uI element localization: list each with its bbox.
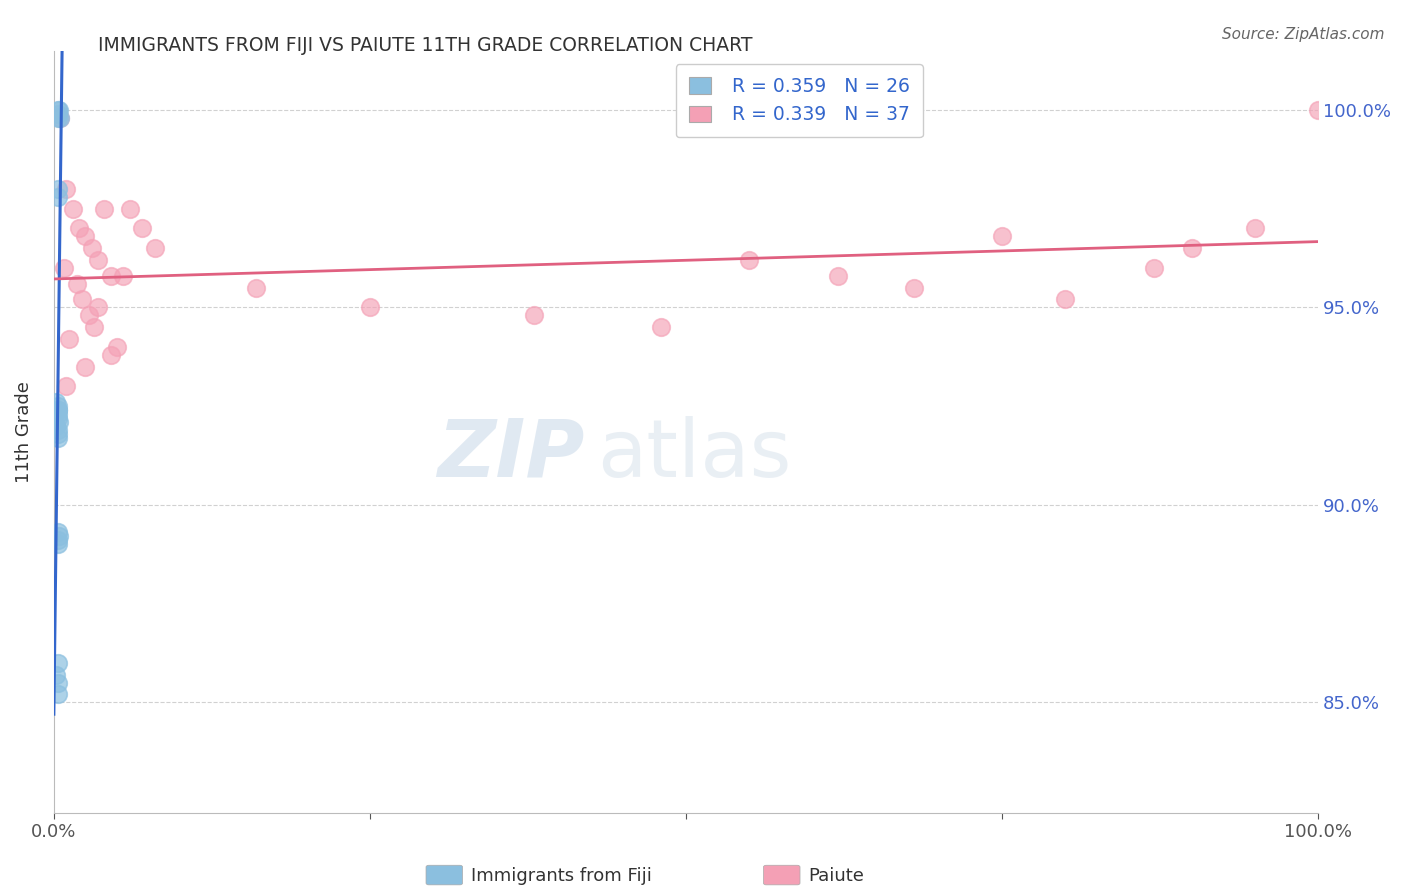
Point — [131, 221, 153, 235]
Point — [75, 359, 97, 374]
Text: Source: ZipAtlas.com: Source: ZipAtlas.com — [1222, 27, 1385, 42]
Point — [46, 107, 69, 121]
Legend:  R = 0.359   N = 26,  R = 0.339   N = 37: R = 0.359 N = 26, R = 0.339 N = 37 — [675, 64, 924, 137]
Point — [1308, 103, 1330, 117]
Point — [100, 268, 122, 283]
Point — [55, 182, 77, 196]
Point — [991, 229, 1014, 244]
Point — [46, 403, 69, 417]
Point — [65, 277, 87, 291]
Point — [52, 260, 75, 275]
Point — [45, 418, 67, 433]
Point — [55, 379, 77, 393]
Point — [46, 537, 69, 551]
Point — [46, 190, 69, 204]
Point — [48, 415, 70, 429]
Point — [46, 407, 69, 421]
Point — [46, 533, 69, 548]
Point — [118, 202, 141, 216]
Point — [827, 268, 849, 283]
Point — [46, 656, 69, 670]
Point — [523, 308, 546, 322]
Point — [46, 426, 69, 441]
Point — [650, 320, 672, 334]
Point — [48, 103, 70, 117]
Point — [1181, 241, 1204, 255]
Point — [46, 525, 69, 540]
Point — [46, 111, 69, 125]
Text: atlas: atlas — [598, 416, 792, 493]
Point — [62, 202, 84, 216]
Point — [83, 320, 105, 334]
Point — [46, 431, 69, 445]
Point — [49, 111, 72, 125]
Point — [75, 229, 97, 244]
Point — [245, 280, 267, 294]
Point — [67, 221, 90, 235]
Text: ZIP: ZIP — [437, 416, 585, 493]
Point — [87, 252, 110, 267]
Point — [48, 529, 70, 543]
Point — [46, 403, 69, 417]
Point — [359, 301, 381, 315]
Point — [77, 308, 100, 322]
Y-axis label: 11th Grade: 11th Grade — [15, 381, 32, 483]
Point — [45, 667, 67, 681]
Point — [100, 348, 122, 362]
Point — [112, 268, 135, 283]
Point — [46, 688, 69, 702]
Point — [1244, 221, 1267, 235]
Point — [46, 399, 69, 413]
Point — [58, 332, 80, 346]
Point — [45, 395, 67, 409]
Point — [46, 182, 69, 196]
Point — [70, 293, 93, 307]
Point — [1054, 293, 1077, 307]
Point — [143, 241, 166, 255]
Text: IMMIGRANTS FROM FIJI VS PAIUTE 11TH GRADE CORRELATION CHART: IMMIGRANTS FROM FIJI VS PAIUTE 11TH GRAD… — [98, 36, 754, 54]
Text: Immigrants from Fiji: Immigrants from Fiji — [471, 867, 652, 885]
Point — [46, 675, 69, 690]
Point — [46, 423, 69, 437]
Point — [738, 252, 761, 267]
Point — [46, 103, 69, 117]
Point — [80, 241, 103, 255]
Point — [903, 280, 925, 294]
Point — [1143, 260, 1166, 275]
Point — [93, 202, 115, 216]
Point — [105, 340, 128, 354]
Text: Paiute: Paiute — [808, 867, 865, 885]
Point — [87, 301, 110, 315]
Point — [49, 111, 72, 125]
Point — [46, 411, 69, 425]
